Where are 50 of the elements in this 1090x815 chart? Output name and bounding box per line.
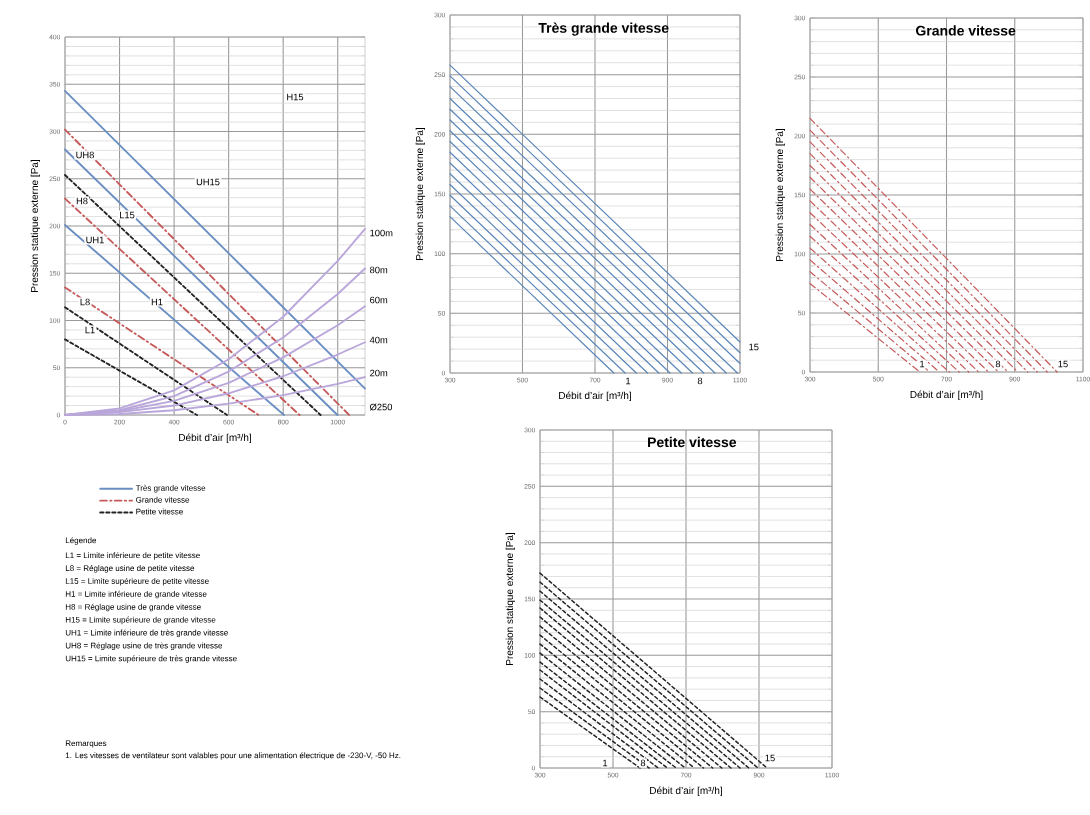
text: 1	[626, 377, 631, 385]
annotation: L15	[120, 211, 135, 219]
annotation: 1	[603, 759, 608, 767]
y-axis-title: Pression statique externe [Pa]	[505, 533, 516, 665]
text: 100m	[370, 229, 393, 237]
x-axis-title: Débit d’air [m³/h]	[910, 390, 983, 401]
text: L1 = Limite inférieure de petite vitesse	[65, 552, 200, 560]
legend-label: Petite vitesse	[136, 508, 183, 515]
x-axis-title: Débit d’air [m³/h]	[650, 786, 722, 797]
text: Ø250	[369, 403, 393, 411]
annotation: UH1	[86, 236, 104, 244]
text: 15	[749, 343, 759, 351]
legend-label: Très grande vitesse	[135, 484, 206, 493]
y-axis-title: Pression statique externe [Pa]	[30, 160, 41, 292]
text: H8 = Réglage usine de grande vitesse	[65, 603, 201, 612]
annotation: 8	[640, 759, 646, 767]
text: L8 = Réglage usine de petite vitesse	[65, 565, 195, 573]
text: H1 = Limite inférieure de grande vitesse	[65, 590, 207, 599]
chart-title: Petite vitesse	[648, 436, 737, 448]
text: 60m	[370, 296, 388, 304]
annotation: UH8	[76, 151, 94, 159]
text: Remarques	[65, 740, 107, 748]
legend-label: Grande vitesse	[136, 496, 190, 503]
annotation: UH15	[196, 178, 220, 186]
x-axis-title: Débit d’air [m³/h]	[179, 433, 251, 444]
text: L15 = Limite supérieure de petite vitesse	[65, 577, 209, 586]
annotation: H1	[151, 298, 163, 306]
text: UH1 = Limite inférieure de très grande vitesse	[65, 629, 228, 638]
chart-title: Grande vitesse	[915, 25, 1016, 36]
text: 20m	[370, 369, 388, 377]
annotation: 15	[765, 754, 775, 762]
y-axis-title: Pression statique externe [Pa]	[775, 129, 786, 261]
text: H15 = Limite supérieure de grande vitesse	[65, 616, 216, 625]
text: UH8 = Réglage usine de très grande vitesse	[65, 642, 223, 650]
x-axis-title: Débit d’air [m³/h]	[559, 391, 631, 402]
annotation: 15	[1058, 360, 1068, 368]
annotation: 8	[995, 360, 1001, 368]
annotation: L1	[85, 326, 95, 334]
text: Très grande vitesse	[538, 22, 669, 36]
text: 80m	[370, 266, 388, 274]
text: 8	[697, 377, 703, 385]
annotation: L8	[80, 298, 90, 306]
y-axis-title: Pression statique externe [Pa]	[415, 128, 426, 260]
annotation: H8	[76, 197, 88, 205]
text: 40m	[369, 336, 388, 344]
annotation: 1	[920, 360, 925, 368]
text: UH15 = Limite supérieure de très grande vitesse	[65, 655, 237, 663]
text: Légende	[65, 537, 97, 545]
text: 1. Les vitesses de ventilateur sont valables pour une alimentation électrique de -230-V, -50 Hz.	[65, 752, 401, 760]
annotation: H15	[287, 93, 304, 101]
